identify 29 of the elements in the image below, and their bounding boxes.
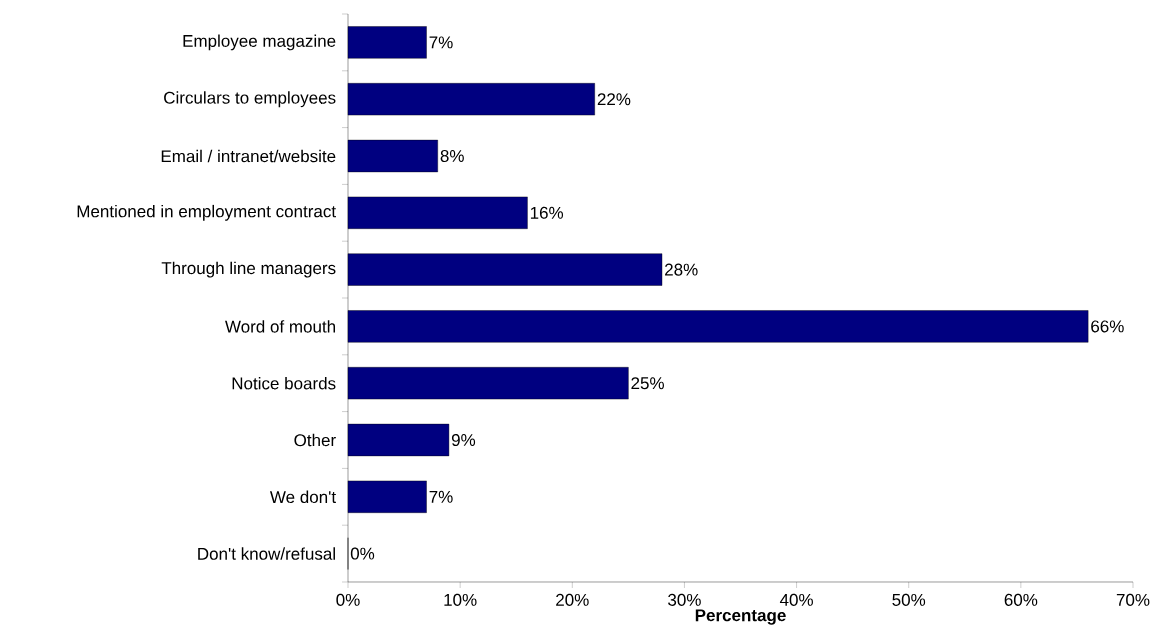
data-label: 28% xyxy=(665,263,698,276)
data-label: 8% xyxy=(440,149,464,162)
y-tick-label: Circulars to employees xyxy=(164,91,336,107)
x-tick-label: 50% xyxy=(892,593,926,606)
x-tick-label: 70% xyxy=(1116,593,1150,606)
y-tick-label: Employee magazine xyxy=(183,34,336,51)
y-tick-label: Other xyxy=(294,433,336,447)
x-tick-label: 20% xyxy=(556,593,589,606)
data-label: 9% xyxy=(451,433,476,446)
y-tick-label: Email / intranet/website xyxy=(161,149,336,163)
data-label: 0% xyxy=(350,547,375,560)
data-label: 7% xyxy=(429,490,453,503)
y-tick-label: Through line managers xyxy=(161,261,336,278)
x-tick-label: 30% xyxy=(668,593,701,606)
data-label: 7% xyxy=(429,36,453,49)
y-tick-label: Mentioned in employment contract xyxy=(77,204,336,221)
x-tick-label: 40% xyxy=(779,593,813,606)
data-label: 66% xyxy=(1091,320,1124,333)
data-label: 22% xyxy=(597,93,631,105)
x-tick-label: 10% xyxy=(444,593,477,606)
y-tick-label: We don't xyxy=(269,490,336,503)
x-tick-label: 0% xyxy=(336,593,360,606)
y-tick-label: Word of mouth xyxy=(225,319,336,333)
x-tick-label: 60% xyxy=(1004,593,1038,606)
data-label: 16% xyxy=(530,206,564,219)
x-axis-title: Percentage xyxy=(695,609,786,625)
y-tick-label: Notice boards xyxy=(232,376,336,390)
data-label: 25% xyxy=(631,376,664,390)
y-tick-label: Don't know/refusal xyxy=(198,547,335,560)
